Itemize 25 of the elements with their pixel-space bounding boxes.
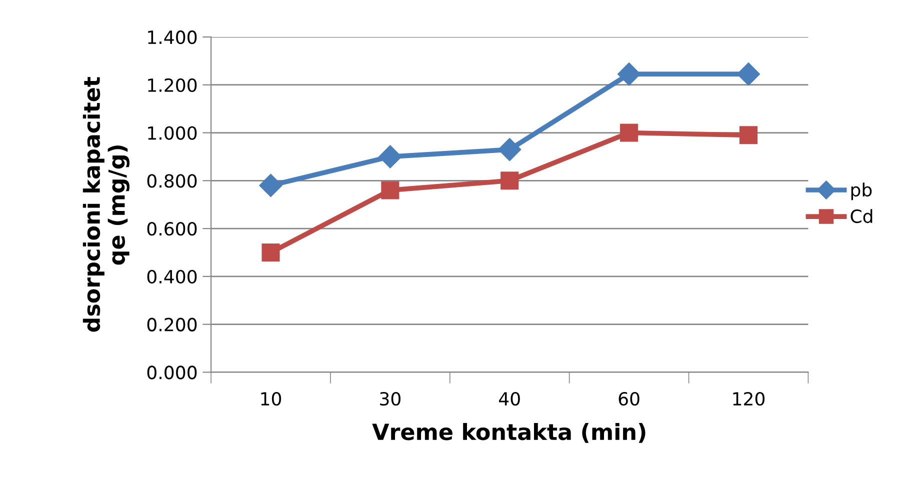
point xyxy=(262,243,280,262)
y-tick-label: 0.400 xyxy=(147,270,197,284)
x-tick-label: 40 xyxy=(499,392,520,406)
point xyxy=(259,174,282,197)
x-axis-title: Vreme kontakta (min) xyxy=(372,423,646,443)
point xyxy=(620,124,638,142)
point xyxy=(739,126,758,144)
point xyxy=(378,145,402,168)
legend-label: Cd xyxy=(850,209,872,224)
legend-label: pb xyxy=(851,182,872,200)
y-tick-label: 0.800 xyxy=(147,174,197,188)
y-tick-label: 0.200 xyxy=(147,318,197,332)
x-tick-label: 120 xyxy=(733,392,765,406)
point xyxy=(498,138,522,162)
x-tick-label: 30 xyxy=(380,392,400,406)
point xyxy=(381,181,400,200)
y-axis-title: dsorpcioni kapacitet qe (mg/g) xyxy=(82,76,130,332)
y-tick-label: 0.000 xyxy=(147,366,197,380)
x-tick-label: 10 xyxy=(261,392,282,406)
y-tick-label: 1.200 xyxy=(148,78,197,92)
y-tick-label: 0.600 xyxy=(147,222,197,236)
x-tick-label: 60 xyxy=(618,392,640,406)
y-tick-label: 1.000 xyxy=(148,126,197,140)
y-tick-label: 1.400 xyxy=(148,30,197,44)
point xyxy=(500,172,519,190)
